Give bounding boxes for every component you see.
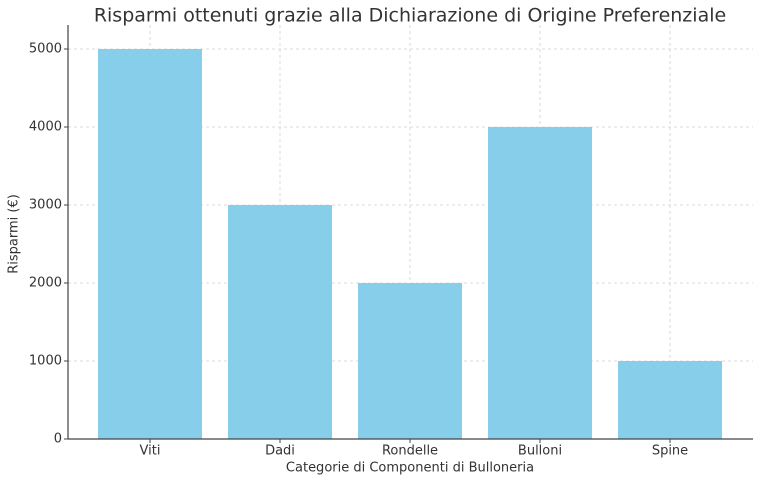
bar xyxy=(618,361,722,439)
y-tick-label: 3000 xyxy=(29,198,62,213)
y-tick-label: 0 xyxy=(54,432,62,447)
x-axis-label: Categorie di Componenti di Bulloneria xyxy=(286,461,534,476)
y-tick-label: 2000 xyxy=(29,276,62,291)
y-tick-label: 5000 xyxy=(29,42,62,57)
bar xyxy=(488,127,592,439)
x-tick-label: Spine xyxy=(652,444,688,459)
y-tick-label: 4000 xyxy=(29,120,62,135)
bar xyxy=(228,205,332,439)
y-axis-label: Risparmi (€) xyxy=(7,194,22,274)
x-tick-label: Viti xyxy=(140,444,161,459)
bars xyxy=(98,49,722,439)
chart-title: Risparmi ottenuti grazie alla Dichiarazi… xyxy=(94,5,726,27)
x-tick-label: Rondelle xyxy=(382,444,438,459)
x-tick-label: Dadi xyxy=(265,444,295,459)
y-tick-label: 1000 xyxy=(29,354,62,369)
bar xyxy=(98,49,202,439)
bar xyxy=(358,283,462,439)
x-tick-label: Bulloni xyxy=(518,444,562,459)
